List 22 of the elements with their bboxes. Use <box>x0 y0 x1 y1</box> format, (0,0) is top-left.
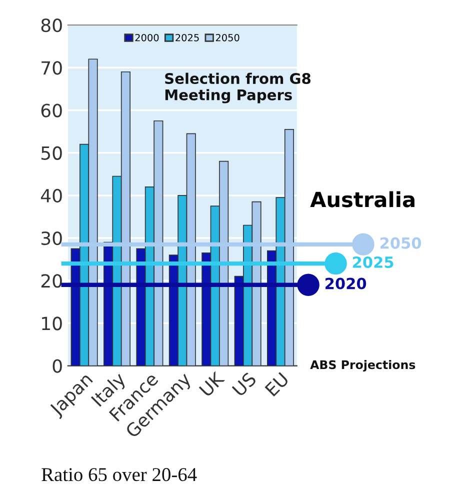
x-tick-label: UK <box>198 370 226 398</box>
legend-label: 2050 <box>216 34 240 42</box>
text: Ratio 65 over 20-64 <box>42 468 197 482</box>
y-tick-label: 70 <box>42 61 62 75</box>
text: Australia <box>310 191 414 208</box>
legend-label: 2025 <box>176 34 199 42</box>
text: 2050 <box>380 237 422 249</box>
text: 2025 <box>353 256 394 268</box>
y-tick-label: 40 <box>40 188 62 203</box>
text: ABS Projections <box>310 360 416 372</box>
x-tick-label: US <box>232 372 257 397</box>
y-tick-label: 80 <box>41 18 62 32</box>
text: 2020 <box>326 278 366 290</box>
legend-label: 2000 <box>135 34 159 42</box>
x-tick-label: EU <box>264 372 290 397</box>
y-tick-label: 30 <box>41 231 62 246</box>
y-tick-label: 50 <box>42 146 62 160</box>
y-tick-label: 0 <box>52 359 62 373</box>
y-tick-label: 20 <box>41 274 62 288</box>
y-tick-label: 10 <box>42 316 62 330</box>
annotation: Selection from G8 Meeting Papers <box>165 72 311 104</box>
y-tick-label: 60 <box>41 104 62 118</box>
